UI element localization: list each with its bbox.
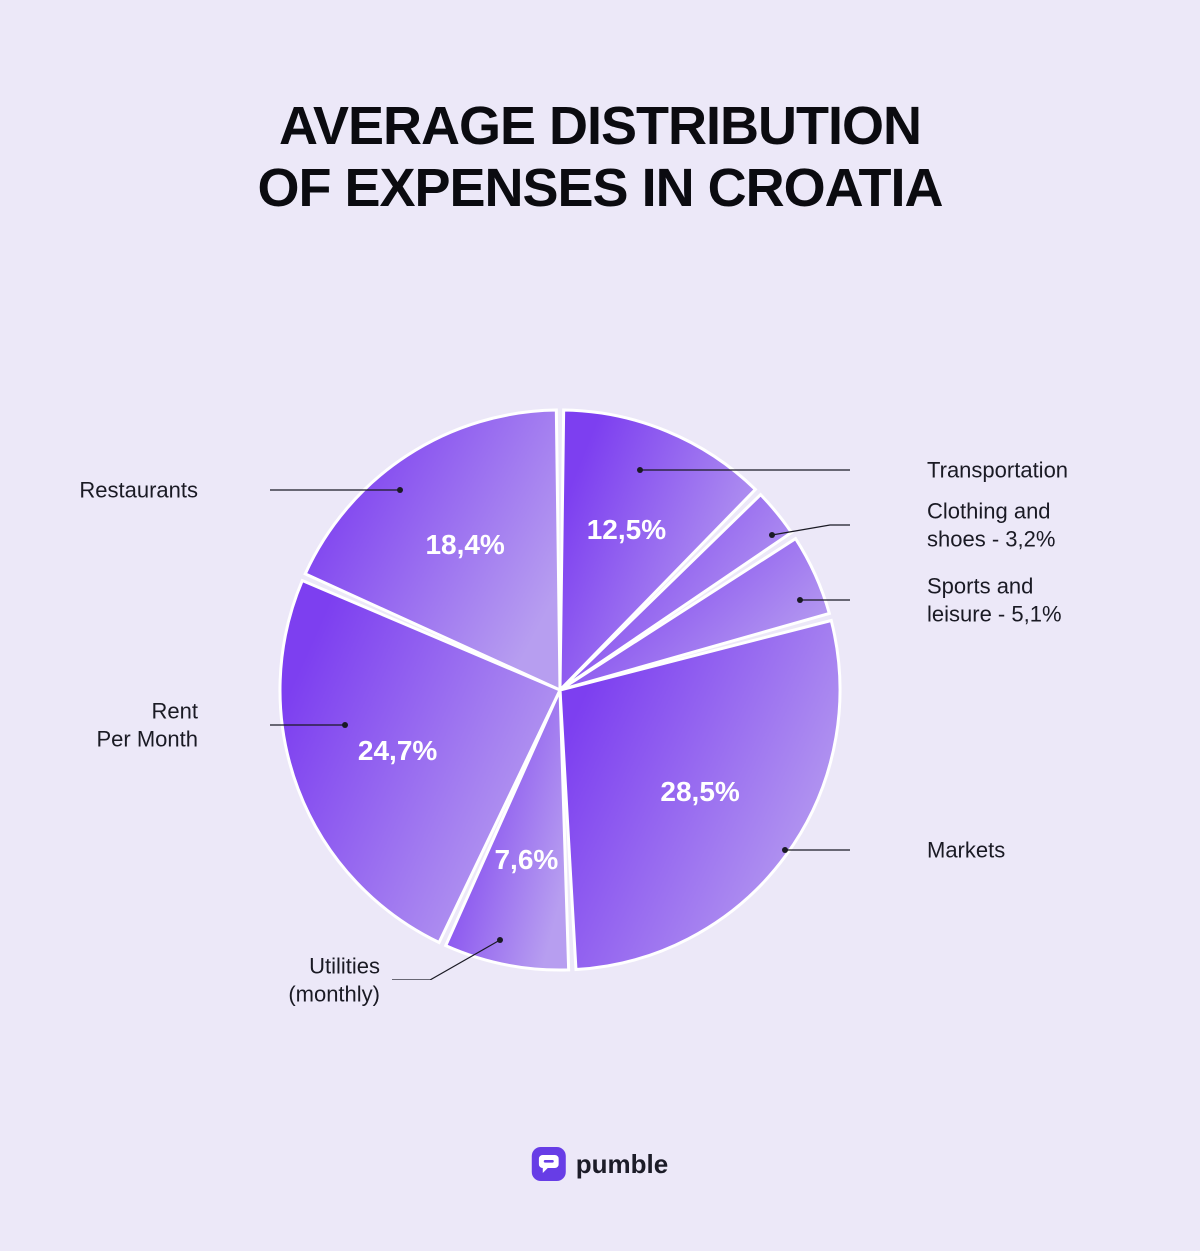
slice-label-sports: Sports and leisure - 5,1%: [927, 573, 1062, 628]
slice-label-rent: Rent Per Month: [97, 698, 199, 753]
chat-icon: [539, 1155, 559, 1173]
logo-text: pumble: [576, 1149, 668, 1180]
logo-badge: [532, 1147, 566, 1181]
slice-pct-utilities: 7,6%: [494, 844, 558, 876]
pie-chart: 12,5% Transportation Clothing and shoes - …: [0, 400, 1200, 980]
pie-svg: [270, 400, 850, 980]
slice-pct-markets: 28,5%: [660, 776, 739, 808]
chart-title: AVERAGE DISTRIBUTION OF EXPENSES IN CROA…: [0, 95, 1200, 219]
brand-logo: pumble: [532, 1147, 668, 1181]
slice-label-clothing: Clothing and shoes - 3,2%: [927, 498, 1055, 553]
slice-label-restaurants: Restaurants: [79, 476, 198, 504]
slice-label-markets: Markets: [927, 836, 1005, 864]
slice-label-utilities: Utilities (monthly): [288, 953, 380, 1008]
slice-label-transportation: Transportation: [927, 456, 1068, 484]
slice-pct-restaurants: 18,4%: [425, 529, 504, 561]
slice-pct-rent: 24,7%: [358, 735, 437, 767]
slice-pct-transportation: 12,5%: [587, 514, 666, 546]
